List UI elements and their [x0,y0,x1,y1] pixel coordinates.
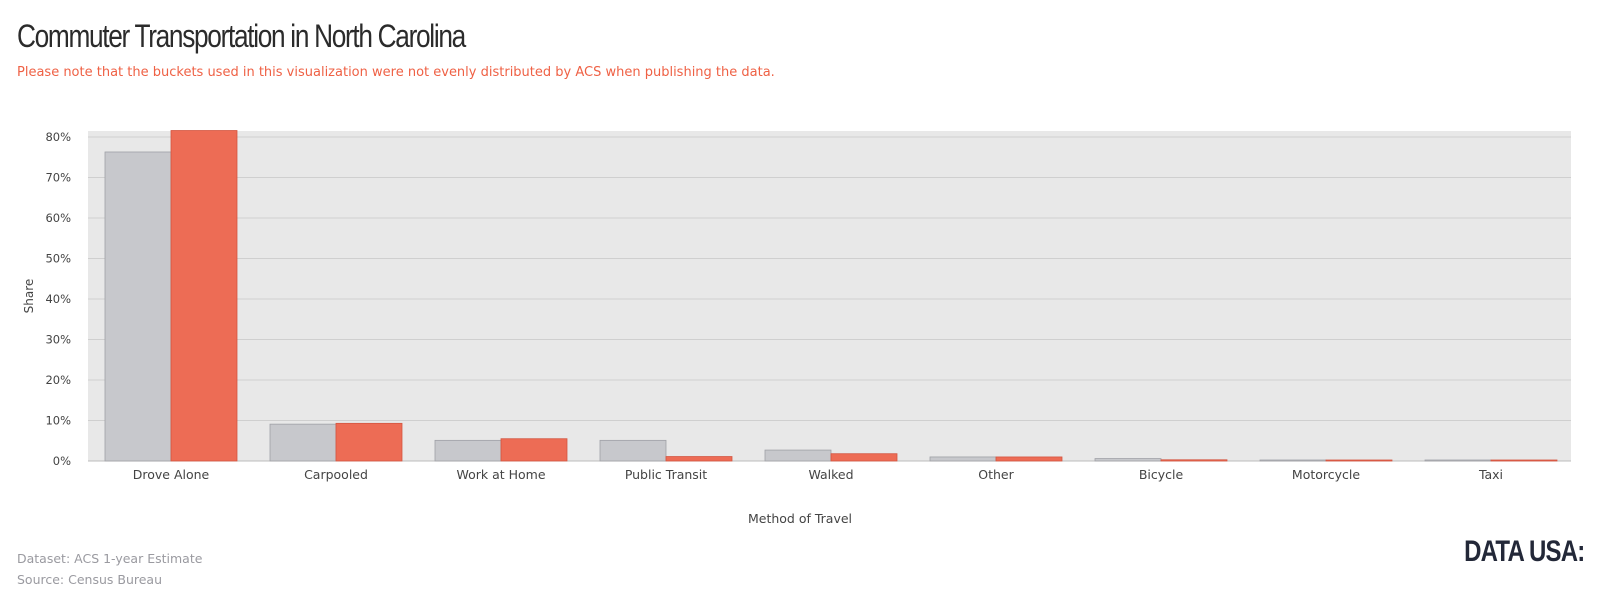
bar-taxi-series-1[interactable] [1424,459,1492,462]
plot-background [88,131,1571,461]
y-tick-label: 40% [45,292,71,306]
y-tick-label: 10% [45,414,71,428]
bar-motorcycle-series-1[interactable] [1259,459,1327,462]
y-tick-label: 70% [45,171,71,185]
y-tick-label: 80% [45,130,71,144]
bar-bicycle-series-2[interactable] [1160,459,1228,462]
dataset-note: Dataset: ACS 1-year Estimate [17,551,203,566]
bar-carpooled-series-2[interactable] [335,422,403,462]
bar-work-at-home-series-2[interactable] [500,438,568,462]
bar-taxi-series-2[interactable] [1490,459,1558,462]
x-axis-label: Method of Travel [748,511,852,526]
y-tick-label: 50% [45,252,71,266]
bar-bicycle-series-1[interactable] [1094,458,1162,462]
y-tick-label: 20% [45,373,71,387]
bar-walked-series-1[interactable] [764,449,832,462]
bar-motorcycle-series-2[interactable] [1325,459,1393,462]
bar-other-series-1[interactable] [929,456,997,462]
bar-public-transit-series-2[interactable] [665,456,733,462]
x-tick-label: Motorcycle [1292,467,1360,482]
y-tick-label: 60% [45,211,71,225]
bars [104,130,1558,462]
bar-drove-alone-series-2[interactable] [170,130,238,462]
bar-work-at-home-series-1[interactable] [434,439,502,462]
x-tick-label: Carpooled [304,467,368,482]
x-tick-label: Drove Alone [133,467,210,482]
x-tick-label: Other [978,467,1014,482]
y-tick-label: 0% [53,454,71,468]
chart-subtitle: Please note that the buckets used in thi… [17,65,775,80]
bar-other-series-2[interactable] [995,456,1063,462]
source-note: Source: Census Bureau [17,572,163,587]
x-tick-label: Bicycle [1139,467,1184,482]
bar-drove-alone-series-1[interactable] [104,151,172,462]
chart-title: Commuter Transportation in North Carolin… [17,18,466,54]
bar-carpooled-series-1[interactable] [269,423,337,462]
bar-chart: 0% 10% 20% 30% 40% 50% 60% 70% 80% Drove Alone Ca… [22,130,1571,526]
y-axis-ticks: 0% 10% 20% 30% 40% 50% 60% 70% 80% [45,130,71,468]
y-axis-label: Share [22,279,36,314]
bar-walked-series-2[interactable] [830,453,898,462]
y-tick-label: 30% [45,333,71,347]
x-tick-label: Work at Home [456,467,545,482]
x-tick-label: Walked [808,467,853,482]
x-tick-label: Taxi [1478,467,1503,482]
x-tick-label: Public Transit [625,467,707,482]
bar-public-transit-series-1[interactable] [599,439,667,462]
data-usa-logo: DATA USA: [1463,535,1585,568]
x-axis-ticks: Drove Alone Carpooled Work at Home Public T… [133,467,1503,482]
